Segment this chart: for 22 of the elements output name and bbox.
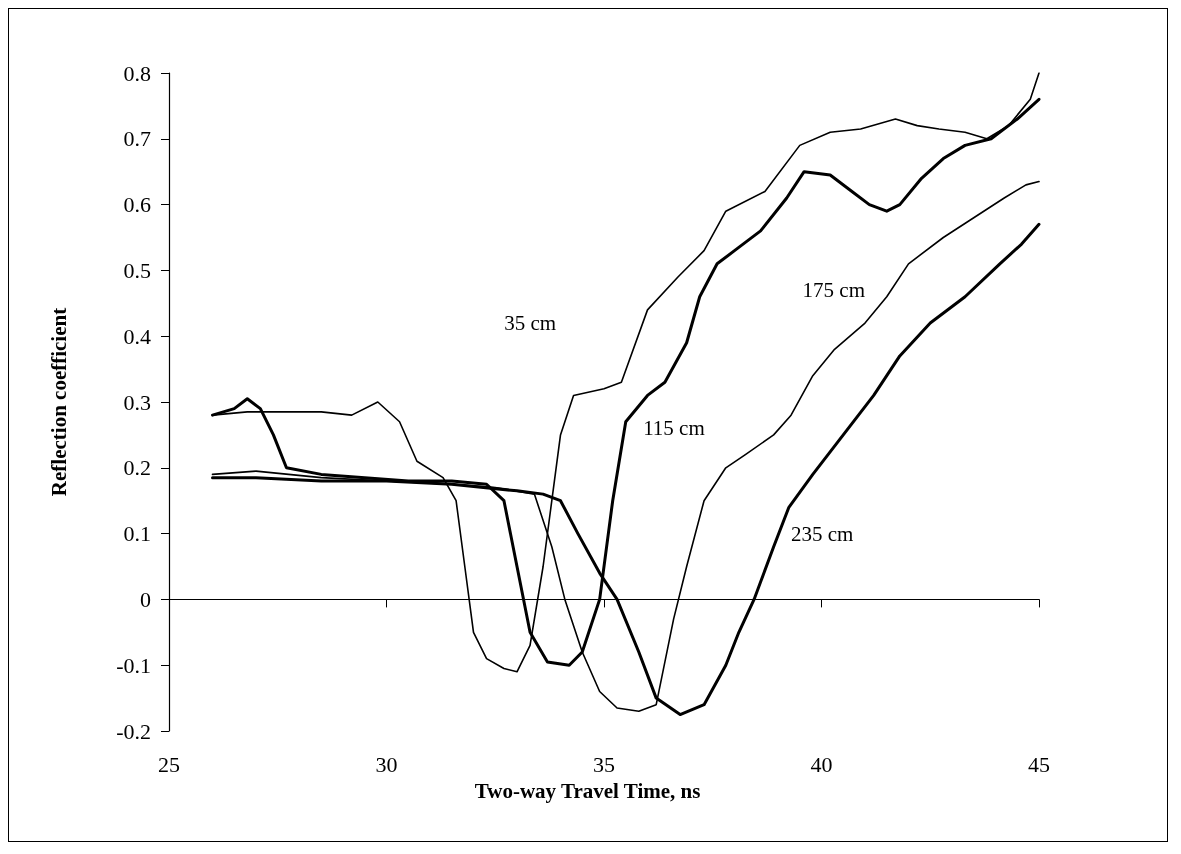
y-tick-label: 0.5 <box>123 257 151 283</box>
x-axis-title: Two-way Travel Time, ns <box>474 778 701 803</box>
series-label: 175 cm <box>802 278 865 303</box>
y-tick-label: -0.1 <box>116 652 151 678</box>
y-axis-title: Reflection coefficient <box>46 307 71 497</box>
x-tick-label: 45 <box>1028 751 1050 777</box>
y-tick-label: 0.1 <box>123 521 151 547</box>
series-label: 235 cm <box>791 521 854 546</box>
y-tick-label: 0 <box>140 586 151 612</box>
y-tick-label: 0.3 <box>123 389 151 415</box>
x-tick-label: 25 <box>158 751 180 777</box>
series-label: 115 cm <box>643 416 705 441</box>
y-tick-label: 0.8 <box>123 60 151 86</box>
y-tick-label: 0.7 <box>123 126 151 152</box>
text: 35 cm <box>504 311 557 336</box>
x-tick-label: 40 <box>810 751 833 777</box>
y-tick-label: 0.2 <box>123 455 151 481</box>
x-tick-label: 35 <box>593 751 615 777</box>
y-tick-label: 0.6 <box>123 192 151 218</box>
x-tick-label: 30 <box>375 751 398 777</box>
y-tick-label: 0.4 <box>123 323 151 349</box>
y-tick-label: -0.2 <box>116 718 151 744</box>
